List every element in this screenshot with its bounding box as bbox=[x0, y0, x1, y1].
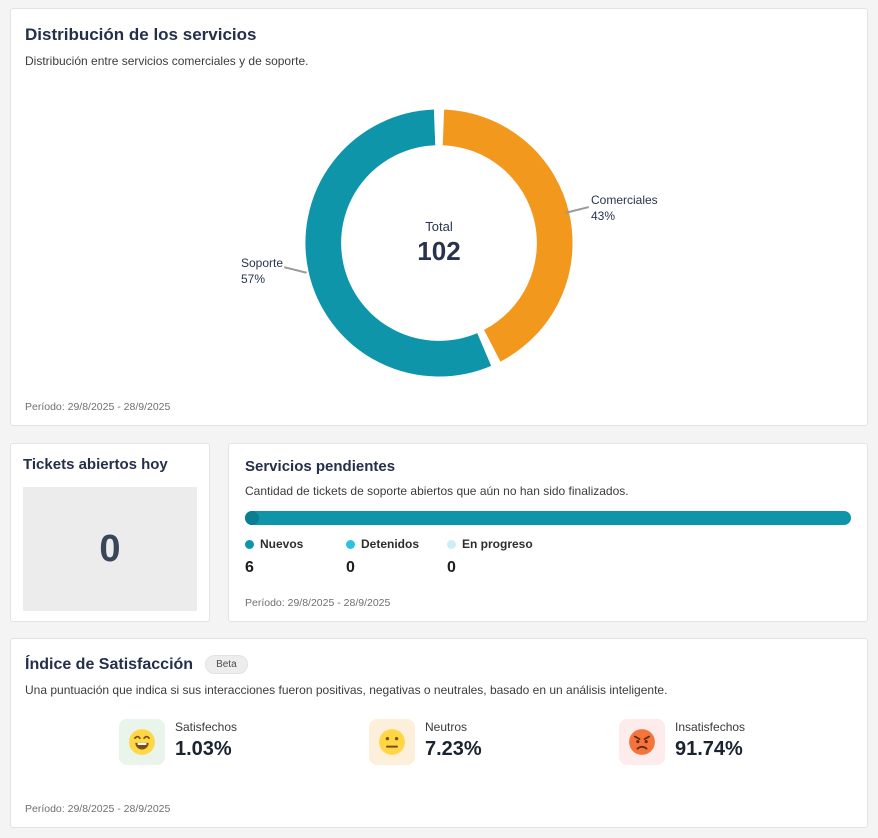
insatisfechos-value: 91.74% bbox=[675, 738, 743, 760]
legend-head-detenidos: Detenidos bbox=[346, 537, 443, 551]
satisfechos-text: Satisfechos 1.03% bbox=[175, 719, 237, 761]
soporte-callout-label: Soporte bbox=[240, 256, 283, 270]
satisfaction-item-satisfechos: Satisfechos 1.03% bbox=[119, 719, 259, 765]
services-donut-chart: Total 102 Comerciales 43% Soporte 57% bbox=[241, 108, 658, 378]
legend-item-detenidos: Detenidos 0 bbox=[346, 537, 443, 577]
comerciales-callout: Comerciales 43% bbox=[591, 192, 658, 224]
satisfaction-item-neutros: Neutros 7.23% bbox=[369, 719, 509, 765]
legend-item-nuevos: Nuevos 6 bbox=[245, 537, 342, 577]
tickets-card-title: Tickets abiertos hoy bbox=[23, 456, 168, 473]
detenidos-value: 0 bbox=[346, 559, 355, 576]
donut-svg bbox=[305, 109, 573, 377]
services-donut-chart-area: Total 102 Comerciales 43% Soporte 57% bbox=[25, 108, 853, 378]
tickets-open-today-card: Tickets abiertos hoy 0 bbox=[10, 443, 210, 622]
en-progreso-dot-icon bbox=[447, 539, 456, 549]
happy-face-icon bbox=[129, 729, 155, 755]
legend-item-en-progreso: En progreso 0 bbox=[447, 537, 544, 577]
satisfechos-value: 1.03% bbox=[175, 738, 232, 760]
satisfaction-index-card: Índice de Satisfacción Beta Una puntuaci… bbox=[10, 638, 868, 828]
pending-card-subtitle: Cantidad de tickets de soporte abiertos … bbox=[245, 484, 629, 498]
neutros-value: 7.23% bbox=[425, 738, 482, 760]
pending-services-card: Servicios pendientes Cantidad de tickets… bbox=[228, 443, 868, 622]
satisfaction-card-title: Índice de Satisfacción bbox=[25, 655, 194, 673]
distribution-card: Distribución de los servicios Distribuci… bbox=[10, 8, 868, 426]
neutros-text: Neutros 7.23% bbox=[425, 719, 482, 761]
comerciales-callout-label: Comerciales bbox=[591, 193, 658, 207]
neutral-emoji-box bbox=[369, 719, 415, 765]
soporte-callout: Soporte 57% bbox=[241, 255, 283, 287]
pending-card-title: Servicios pendientes bbox=[245, 458, 396, 475]
distribution-card-title: Distribución de los servicios bbox=[25, 25, 257, 44]
satisfechos-label: Satisfechos bbox=[175, 720, 238, 734]
nuevos-label: Nuevos bbox=[260, 537, 304, 551]
comerciales-callout-pct: 43% bbox=[591, 209, 616, 224]
distribution-period: Período: 29/8/2025 - 28/9/2025 bbox=[25, 401, 171, 413]
legend-head-en-progreso: En progreso bbox=[447, 537, 544, 551]
donut-segment-comerciales[interactable] bbox=[442, 109, 573, 362]
en-progreso-label: En progreso bbox=[462, 537, 533, 551]
detenidos-label: Detenidos bbox=[361, 537, 420, 551]
nuevos-value: 6 bbox=[245, 559, 254, 576]
satisfaction-period: Período: 29/8/2025 - 28/9/2025 bbox=[25, 803, 171, 815]
pending-bar-left-cap bbox=[245, 511, 259, 525]
en-progreso-value: 0 bbox=[447, 559, 456, 576]
satisfaction-items: Satisfechos 1.03% Neutros 7.23% bbox=[25, 719, 853, 765]
happy-emoji-box bbox=[119, 719, 165, 765]
beta-badge: Beta bbox=[205, 655, 248, 674]
tickets-count-value: 0 bbox=[99, 527, 121, 570]
distribution-card-subtitle: Distribución entre servicios comerciales… bbox=[25, 54, 309, 68]
pending-legend: Nuevos 6 Detenidos 0 En progreso 0 bbox=[245, 537, 851, 577]
pending-bar-chart[interactable] bbox=[245, 511, 851, 525]
legend-head-nuevos: Nuevos bbox=[245, 537, 342, 551]
detenidos-dot-icon bbox=[346, 539, 355, 549]
angry-face-icon bbox=[629, 729, 655, 755]
insatisfechos-label: Insatisfechos bbox=[675, 720, 746, 734]
pending-period: Período: 29/8/2025 - 28/9/2025 bbox=[245, 597, 391, 609]
satisfaction-header: Índice de Satisfacción Beta bbox=[25, 655, 853, 674]
tickets-count-box: 0 bbox=[23, 487, 197, 611]
soporte-callout-pct: 57% bbox=[240, 272, 265, 287]
satisfaction-item-insatisfechos: Insatisfechos 91.74% bbox=[619, 719, 759, 765]
nuevos-dot-icon bbox=[245, 539, 254, 549]
angry-emoji-box bbox=[619, 719, 665, 765]
neutral-face-icon bbox=[379, 729, 405, 755]
satisfaction-card-subtitle: Una puntuación que indica si sus interac… bbox=[25, 683, 668, 697]
donut-segment-soporte[interactable] bbox=[305, 109, 492, 377]
insatisfechos-text: Insatisfechos 91.74% bbox=[675, 719, 745, 761]
neutros-label: Neutros bbox=[425, 720, 468, 734]
